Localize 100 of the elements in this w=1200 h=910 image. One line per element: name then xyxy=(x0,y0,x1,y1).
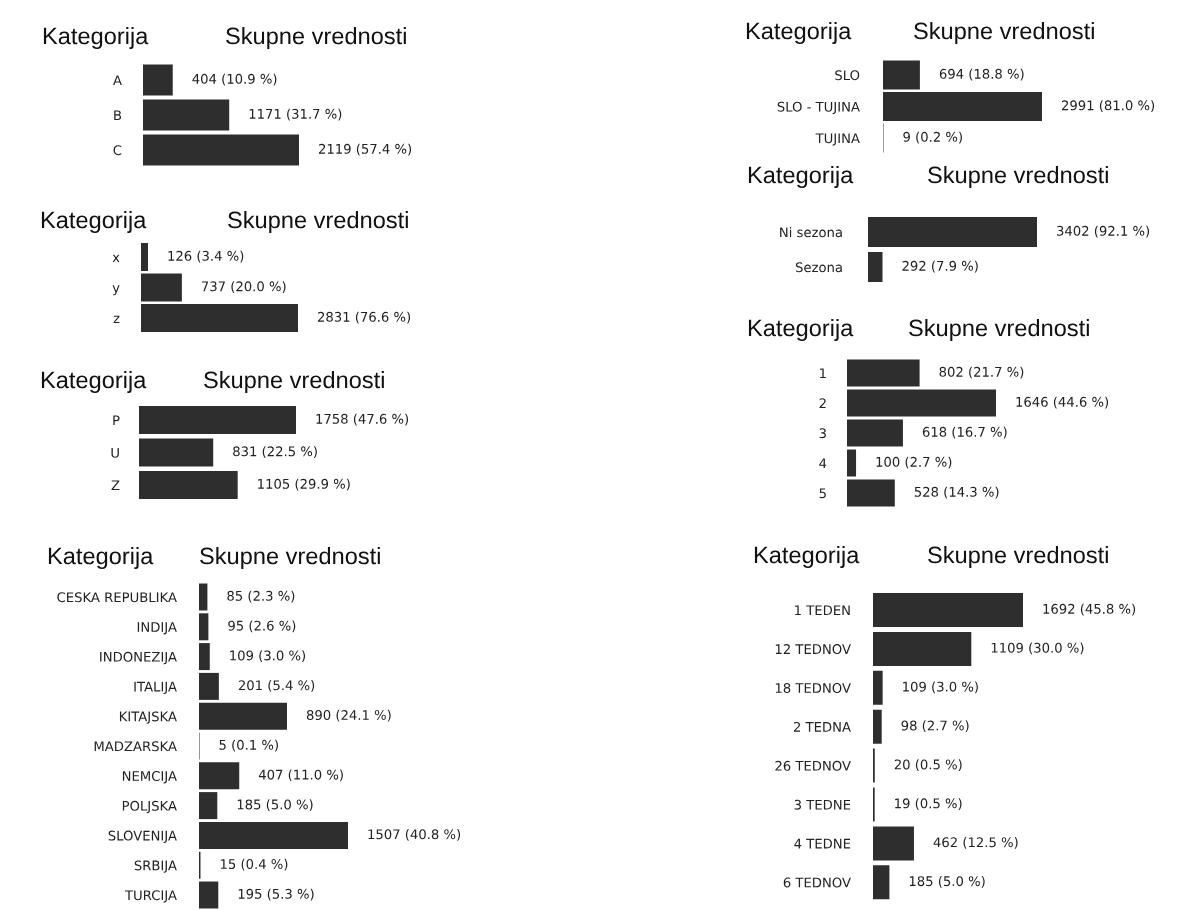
bar xyxy=(873,631,972,666)
y-tick-label: 12 TEDNOV xyxy=(775,644,851,655)
y-axis-title: Kategorija xyxy=(43,27,149,49)
x-axis-title: Skupne vrednosti xyxy=(226,27,406,49)
data-label: 109 (3.0 %) xyxy=(230,650,306,662)
data-label: 1109 (30.0 %) xyxy=(991,642,1084,655)
bar xyxy=(847,449,857,477)
y-tick-label: KITAJSKA xyxy=(119,711,177,724)
bar xyxy=(873,865,890,900)
data-label: 831 (22.5 %) xyxy=(233,446,317,458)
y-tick-label: ITALIJA xyxy=(134,681,177,695)
y-axis-title: Kategorija xyxy=(754,545,860,569)
y-tick-label: INDIJA xyxy=(137,622,177,635)
data-label: 1507 (40.8 %) xyxy=(368,829,461,841)
y-tick-label: B xyxy=(114,110,122,121)
y-tick-label: INDONEZIJA xyxy=(100,651,177,665)
y-tick-label: MADZARSKA xyxy=(94,741,177,752)
y-tick-label: 3 TEDNE xyxy=(794,799,851,810)
y-tick-label: 3 xyxy=(819,428,826,439)
x-axis-title: Skupne vrednosti xyxy=(200,546,380,570)
bar xyxy=(847,359,920,387)
bar xyxy=(199,583,208,611)
y-axis-title: Kategorija xyxy=(748,318,854,341)
data-label: 201 (5.4 %) xyxy=(238,680,315,692)
data-label: 5 (0.1 %) xyxy=(219,739,278,752)
bar xyxy=(199,672,219,700)
data-label: 618 (16.7 %) xyxy=(922,426,1007,439)
bar xyxy=(199,613,209,641)
y-tick-label: x xyxy=(112,254,120,263)
data-label: 15 (0.4 %) xyxy=(220,858,288,871)
data-label: 9 (0.2 %) xyxy=(903,131,962,144)
bar xyxy=(199,702,287,730)
bar xyxy=(199,762,240,790)
data-label: 20 (0.5 %) xyxy=(894,759,962,771)
y-tick-label: NEMCIJA xyxy=(122,771,177,784)
data-label: 195 (5.3 %) xyxy=(238,888,314,901)
y-tick-label: C xyxy=(113,145,122,156)
data-label: 185 (5.0 %) xyxy=(909,875,985,888)
y-tick-label: U xyxy=(111,447,119,458)
data-label: 85 (2.3 %) xyxy=(227,590,295,603)
bar xyxy=(847,389,996,417)
y-tick-label: 26 TEDNOV xyxy=(775,760,851,771)
data-label: 404 (10.9 %) xyxy=(192,73,277,86)
y-tick-label: 1 xyxy=(820,368,826,379)
x-axis-title: Skupne vrednosti xyxy=(928,545,1108,569)
bar xyxy=(847,479,895,507)
y-tick-label: POLJSKA xyxy=(122,800,177,814)
data-label: 1758 (47.6 %) xyxy=(316,413,409,426)
y-tick-label: 6 TEDNOV xyxy=(783,877,851,888)
data-label: 100 (2.7 %) xyxy=(876,456,952,469)
y-axis-title: Kategorija xyxy=(41,211,147,233)
data-label: 3402 (92.1 %) xyxy=(1057,225,1150,238)
data-label: 528 (14.3 %) xyxy=(914,486,999,499)
y-tick-label: 2 xyxy=(819,398,826,409)
x-axis-title: Skupne vrednosti xyxy=(204,370,384,393)
y-tick-label: TUJINA xyxy=(815,133,860,146)
data-label: 1646 (44.6 %) xyxy=(1016,396,1109,409)
data-label: 1105 (29.9 %) xyxy=(258,478,350,491)
y-tick-label: P xyxy=(113,415,120,426)
data-label: 462 (12.5 %) xyxy=(933,837,1018,849)
data-label: 95 (2.6 %) xyxy=(228,620,296,633)
y-tick-label: A xyxy=(113,75,122,86)
y-tick-label: Ni sezona xyxy=(780,226,842,238)
bar xyxy=(199,792,218,820)
data-label: 694 (18.8 %) xyxy=(939,68,1024,81)
y-tick-label: 1 TEDEN xyxy=(795,605,850,616)
data-label: 1171 (31.7 %) xyxy=(249,108,342,121)
y-axis-title: Kategorija xyxy=(41,370,147,393)
y-axis-title: Kategorija xyxy=(746,22,852,44)
data-label: 737 (20.0 %) xyxy=(201,281,286,293)
y-tick-label: TURCIJA xyxy=(124,890,177,903)
data-label: 126 (3.4 %) xyxy=(168,250,244,263)
data-label: 2119 (57.4 %) xyxy=(318,143,412,156)
y-tick-label: 4 TEDNE xyxy=(794,838,851,849)
y-tick-label: CESKA REPUBLIKA xyxy=(57,592,177,603)
bar xyxy=(873,826,914,861)
y-axis-title: Kategorija xyxy=(748,165,854,188)
data-label: 185 (5.0 %) xyxy=(237,799,313,811)
y-tick-label: Sezona xyxy=(795,262,842,273)
x-axis-title: Skupne vrednosti xyxy=(928,165,1108,188)
y-tick-label: SLO xyxy=(835,70,860,81)
bar xyxy=(199,821,348,849)
data-label: 2831 (76.6 %) xyxy=(317,311,411,324)
bar xyxy=(199,881,219,909)
bar xyxy=(199,643,210,671)
data-label: 109 (3.0 %) xyxy=(903,681,978,694)
y-tick-label: 2 TEDNA xyxy=(793,721,851,732)
bar xyxy=(847,419,903,447)
data-label: 2991 (81.0 %) xyxy=(1061,100,1155,112)
data-label: 407 (11.0 %) xyxy=(258,769,343,782)
y-axis-title: Kategorija xyxy=(48,546,154,570)
bar xyxy=(873,670,883,705)
y-tick-label: SRBIJA xyxy=(134,860,177,873)
x-axis-title: Skupne vrednosti xyxy=(228,211,408,233)
data-label: 292 (7.9 %) xyxy=(902,260,978,273)
y-tick-label: z xyxy=(113,315,120,324)
y-tick-label: SLOVENIJA xyxy=(108,830,177,844)
y-tick-label: 18 TEDNOV xyxy=(775,683,851,693)
y-tick-label: SLO - TUJINA xyxy=(777,101,860,115)
y-tick-label: 5 xyxy=(819,488,826,499)
